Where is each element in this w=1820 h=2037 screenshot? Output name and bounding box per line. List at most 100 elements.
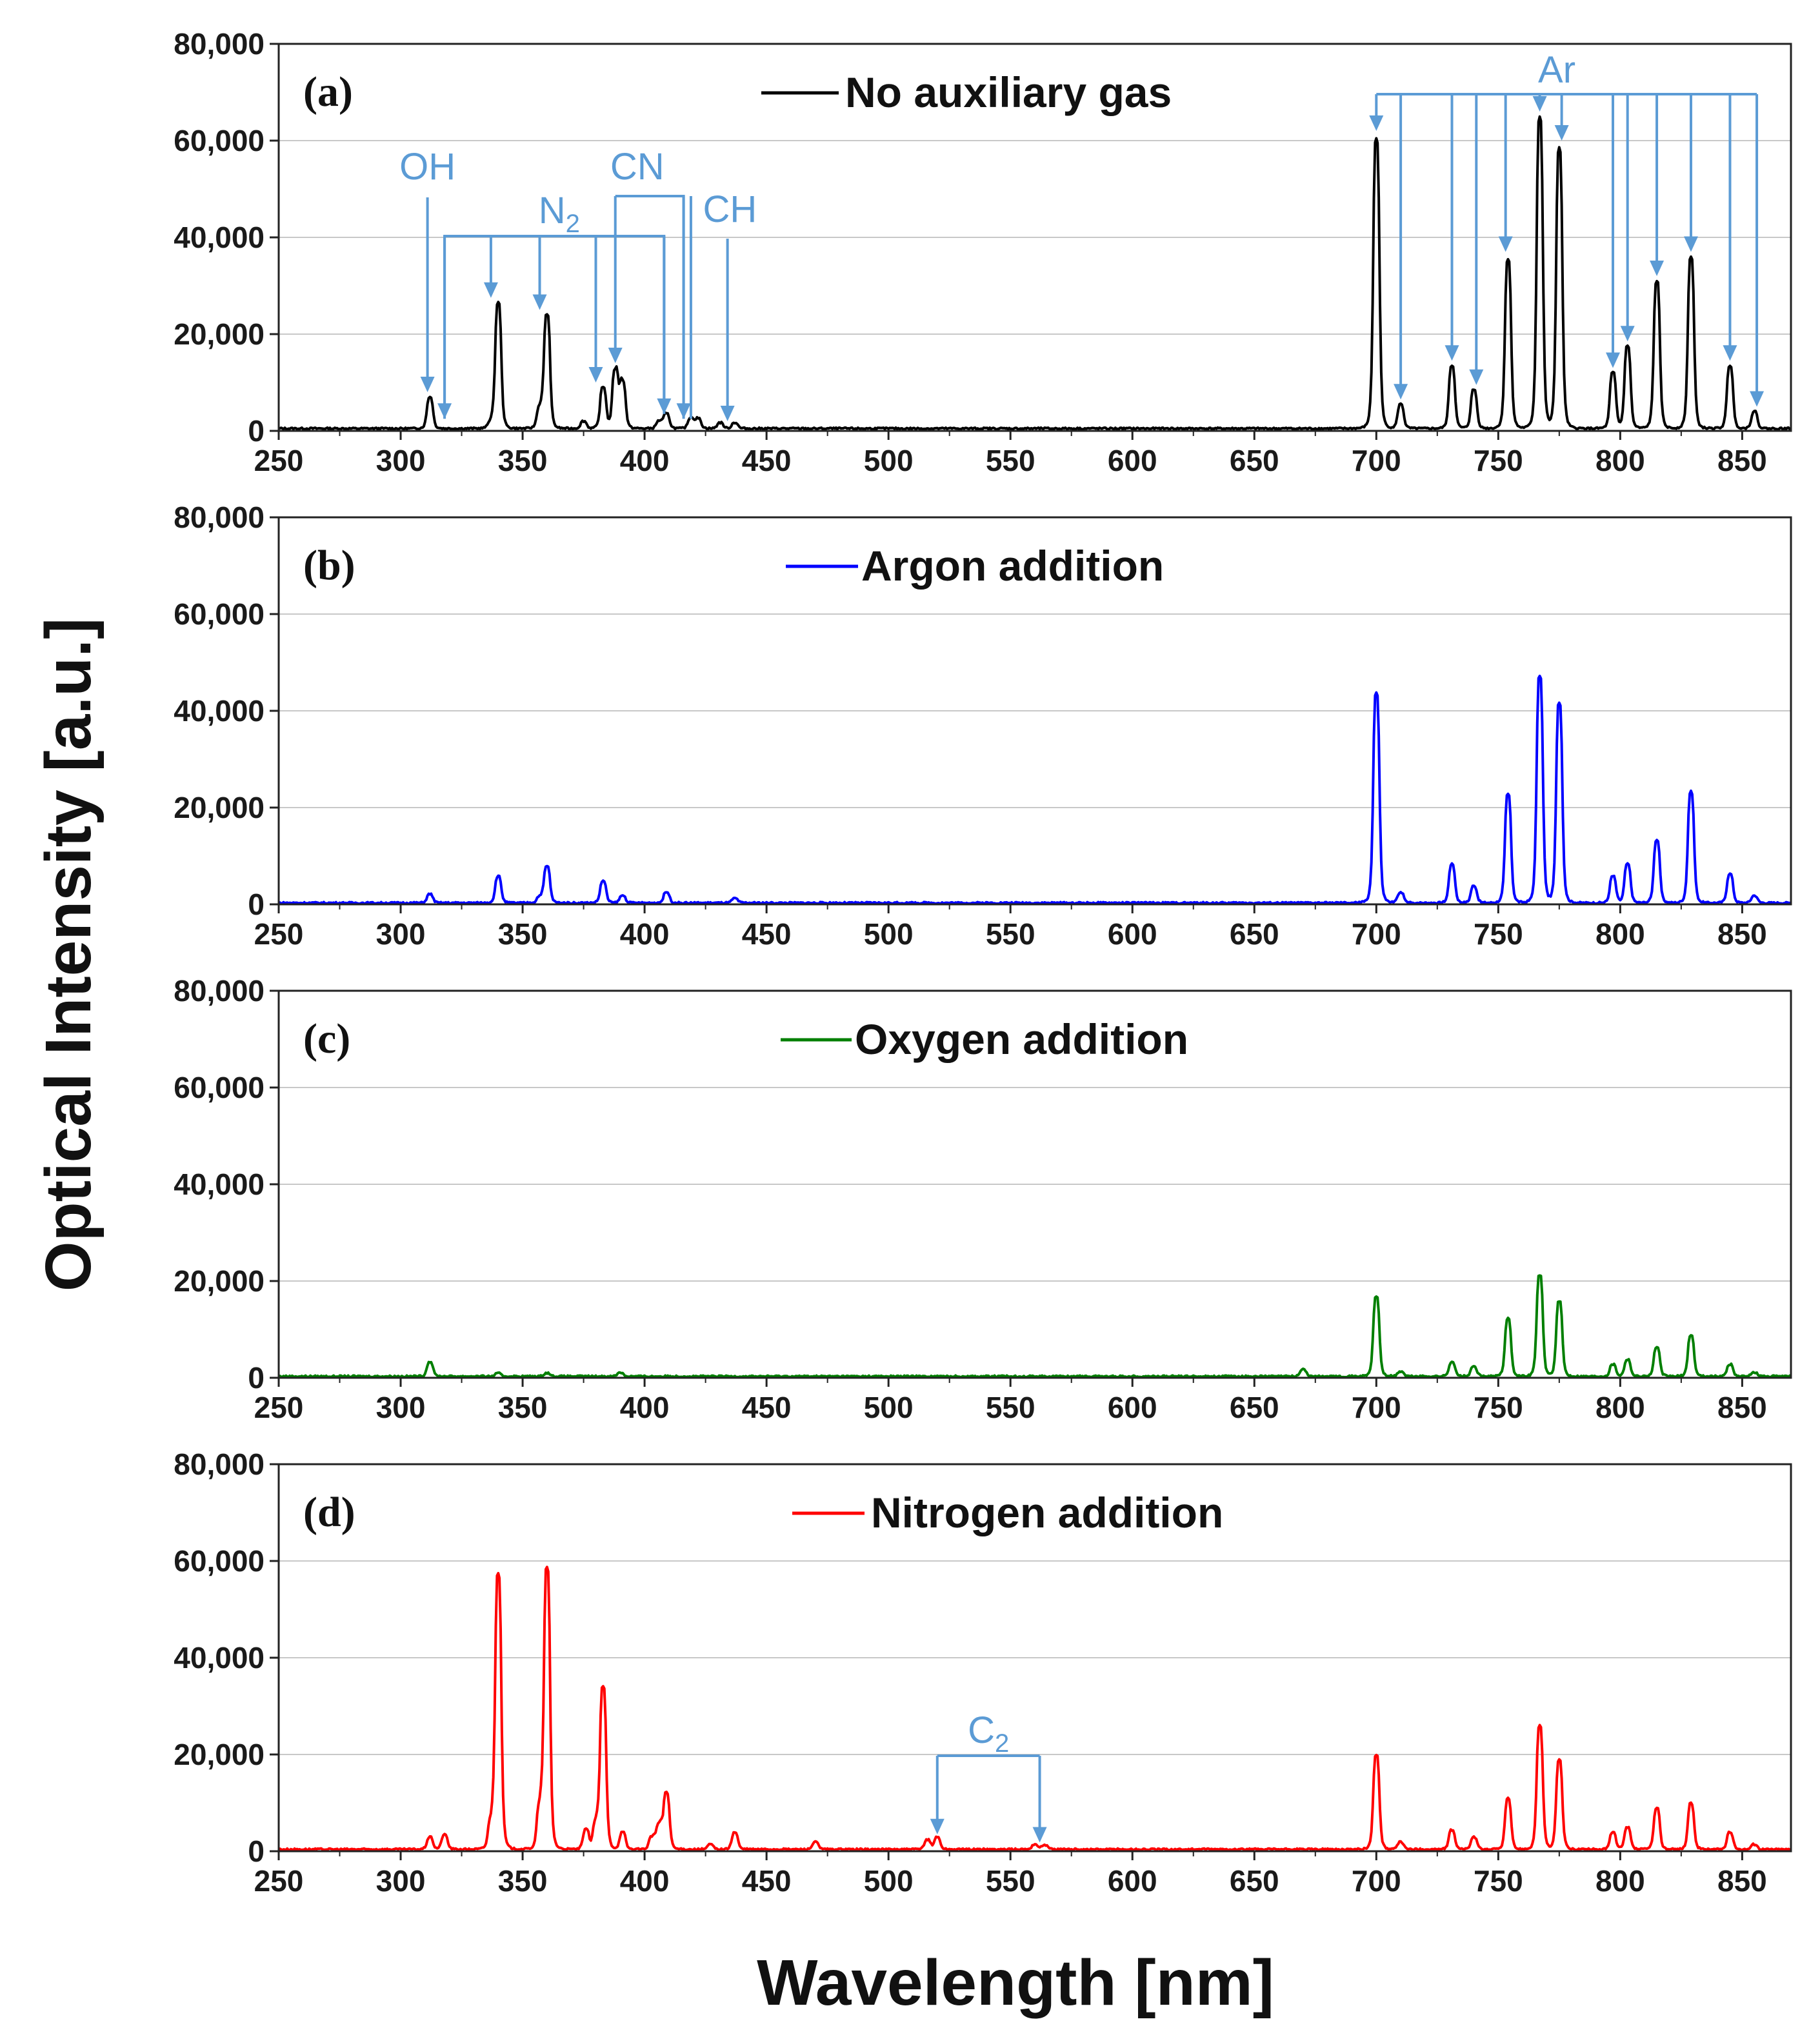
annotation-subscript: 2: [566, 210, 580, 238]
x-tick-label: 350: [498, 917, 548, 951]
y-tick-label: 60,000: [174, 597, 265, 631]
x-tick-label: 500: [864, 1391, 914, 1424]
annotation-arrowhead: [1445, 345, 1459, 361]
x-tick-label: 500: [864, 917, 914, 951]
x-tick-label: 800: [1595, 917, 1645, 951]
x-tick-label: 800: [1595, 444, 1645, 477]
annotations: OH N2 CN CH Ar: [399, 49, 1765, 421]
x-tick-label: 650: [1230, 917, 1279, 951]
x-tick-label: 400: [620, 917, 670, 951]
x-tick-label: 350: [498, 1391, 548, 1424]
plot-frame: [277, 1463, 1792, 1853]
x-tick-label: 300: [376, 1391, 426, 1424]
plot-frame: [277, 43, 1792, 432]
x-tick-label: 300: [376, 444, 426, 477]
annotation-arrowhead: [608, 348, 623, 363]
x-tick-label: 650: [1230, 444, 1279, 477]
x-tick-label: 600: [1108, 444, 1157, 477]
x-tick-label: 650: [1230, 1864, 1279, 1898]
x-tick-label: 700: [1352, 917, 1401, 951]
annotation-arrowhead: [1369, 115, 1384, 131]
annotation-arrowhead: [483, 282, 498, 298]
annotation-arrowhead: [1498, 236, 1513, 252]
x-tick-label: 500: [864, 1864, 914, 1898]
x-tick-label: 350: [498, 444, 548, 477]
annotation-label: C2: [968, 1709, 1009, 1758]
annotation-label: CH: [703, 188, 757, 230]
annotation-arrowhead: [1554, 125, 1569, 141]
y-tick-label: 20,000: [174, 317, 265, 351]
panel-label: (d): [303, 1489, 355, 1536]
panel-2: 0 20,000 40,000 60,000 80,000 250 300 350 400 450…: [174, 501, 1792, 951]
panel-label: (a): [303, 68, 353, 115]
legend-label: Oxygen addition: [855, 1015, 1188, 1063]
x-tick-label: 700: [1352, 1864, 1401, 1898]
x-tick-label: 250: [254, 917, 304, 951]
annotation-arrowhead: [1394, 384, 1408, 400]
spectrum-series: [278, 1274, 1792, 1379]
x-tick-label: 750: [1474, 1864, 1523, 1898]
x-tick-label: 250: [254, 1391, 304, 1424]
x-tick-label: 850: [1717, 1864, 1767, 1898]
y-tick-label: 40,000: [174, 694, 265, 728]
spectrum-series: [278, 115, 1792, 431]
legend-label: Argon addition: [861, 542, 1164, 590]
x-tick-label: 700: [1352, 444, 1401, 477]
x-tick-label: 450: [742, 444, 792, 477]
x-tick-label: 800: [1595, 1391, 1645, 1424]
annotation-label: OH: [399, 146, 455, 188]
x-tick-label: 250: [254, 444, 304, 477]
x-tick-label: 400: [620, 1864, 670, 1898]
panel-4: 0 20,000 40,000 60,000 80,000 250 300 350 400 450…: [174, 1447, 1792, 1898]
spectrum-series: [277, 1565, 1792, 1852]
annotation-arrowhead: [1750, 391, 1765, 407]
x-tick-label: 500: [864, 444, 914, 477]
x-axis-title: Wavelength [nm]: [757, 1947, 1274, 2019]
x-tick-label: 600: [1108, 1864, 1157, 1898]
x-tick-label: 750: [1474, 444, 1523, 477]
x-tick-label: 800: [1595, 1864, 1645, 1898]
y-tick-label: 0: [248, 1834, 265, 1868]
y-tick-label: 60,000: [174, 1544, 265, 1578]
x-tick-label: 750: [1474, 1391, 1523, 1424]
x-tick-label: 300: [376, 1864, 426, 1898]
annotation-arrowhead: [1032, 1827, 1047, 1843]
x-tick-label: 550: [986, 1391, 1035, 1424]
x-tick-label: 400: [620, 444, 670, 477]
x-tick-label: 300: [376, 917, 426, 951]
x-tick-label: 450: [742, 1864, 792, 1898]
annotation-arrowhead: [720, 406, 735, 421]
y-tick-label: 20,000: [174, 791, 265, 824]
y-tick-label: 80,000: [174, 27, 265, 61]
x-tick-label: 650: [1230, 1391, 1279, 1424]
plot-frame: [277, 989, 1792, 1379]
y-tick-label: 40,000: [174, 221, 265, 254]
panel-3: 0 20,000 40,000 60,000 80,000 250 300 350 400 450…: [174, 974, 1792, 1424]
x-tick-label: 850: [1717, 1391, 1767, 1424]
annotation-arrowhead: [1606, 352, 1621, 368]
legend-label: No auxiliary gas: [845, 68, 1172, 116]
annotation-label: N2: [539, 190, 580, 238]
y-tick-label: 80,000: [174, 974, 265, 1008]
spectrum-series: [278, 675, 1792, 906]
annotation-arrowhead: [1650, 261, 1665, 276]
annotation-label: CN: [610, 146, 665, 188]
annotation-arrowhead: [676, 403, 691, 419]
x-tick-label: 600: [1108, 917, 1157, 951]
x-tick-label: 350: [498, 1864, 548, 1898]
x-tick-label: 850: [1717, 444, 1767, 477]
legend-label: Nitrogen addition: [871, 1489, 1223, 1536]
annotation-subscript: 2: [995, 1729, 1009, 1758]
x-tick-label: 400: [620, 1391, 670, 1424]
annotation-bracket: [443, 235, 666, 419]
annotation-arrowhead: [657, 398, 672, 414]
y-tick-label: 0: [248, 414, 265, 448]
x-tick-label: 250: [254, 1864, 304, 1898]
panel-label: (c): [303, 1015, 350, 1062]
annotations: C2: [930, 1709, 1047, 1843]
annotation-label: Ar: [1538, 49, 1575, 91]
x-tick-label: 550: [986, 444, 1035, 477]
annotation-arrowhead: [1532, 96, 1547, 112]
x-tick-label: 850: [1717, 917, 1767, 951]
